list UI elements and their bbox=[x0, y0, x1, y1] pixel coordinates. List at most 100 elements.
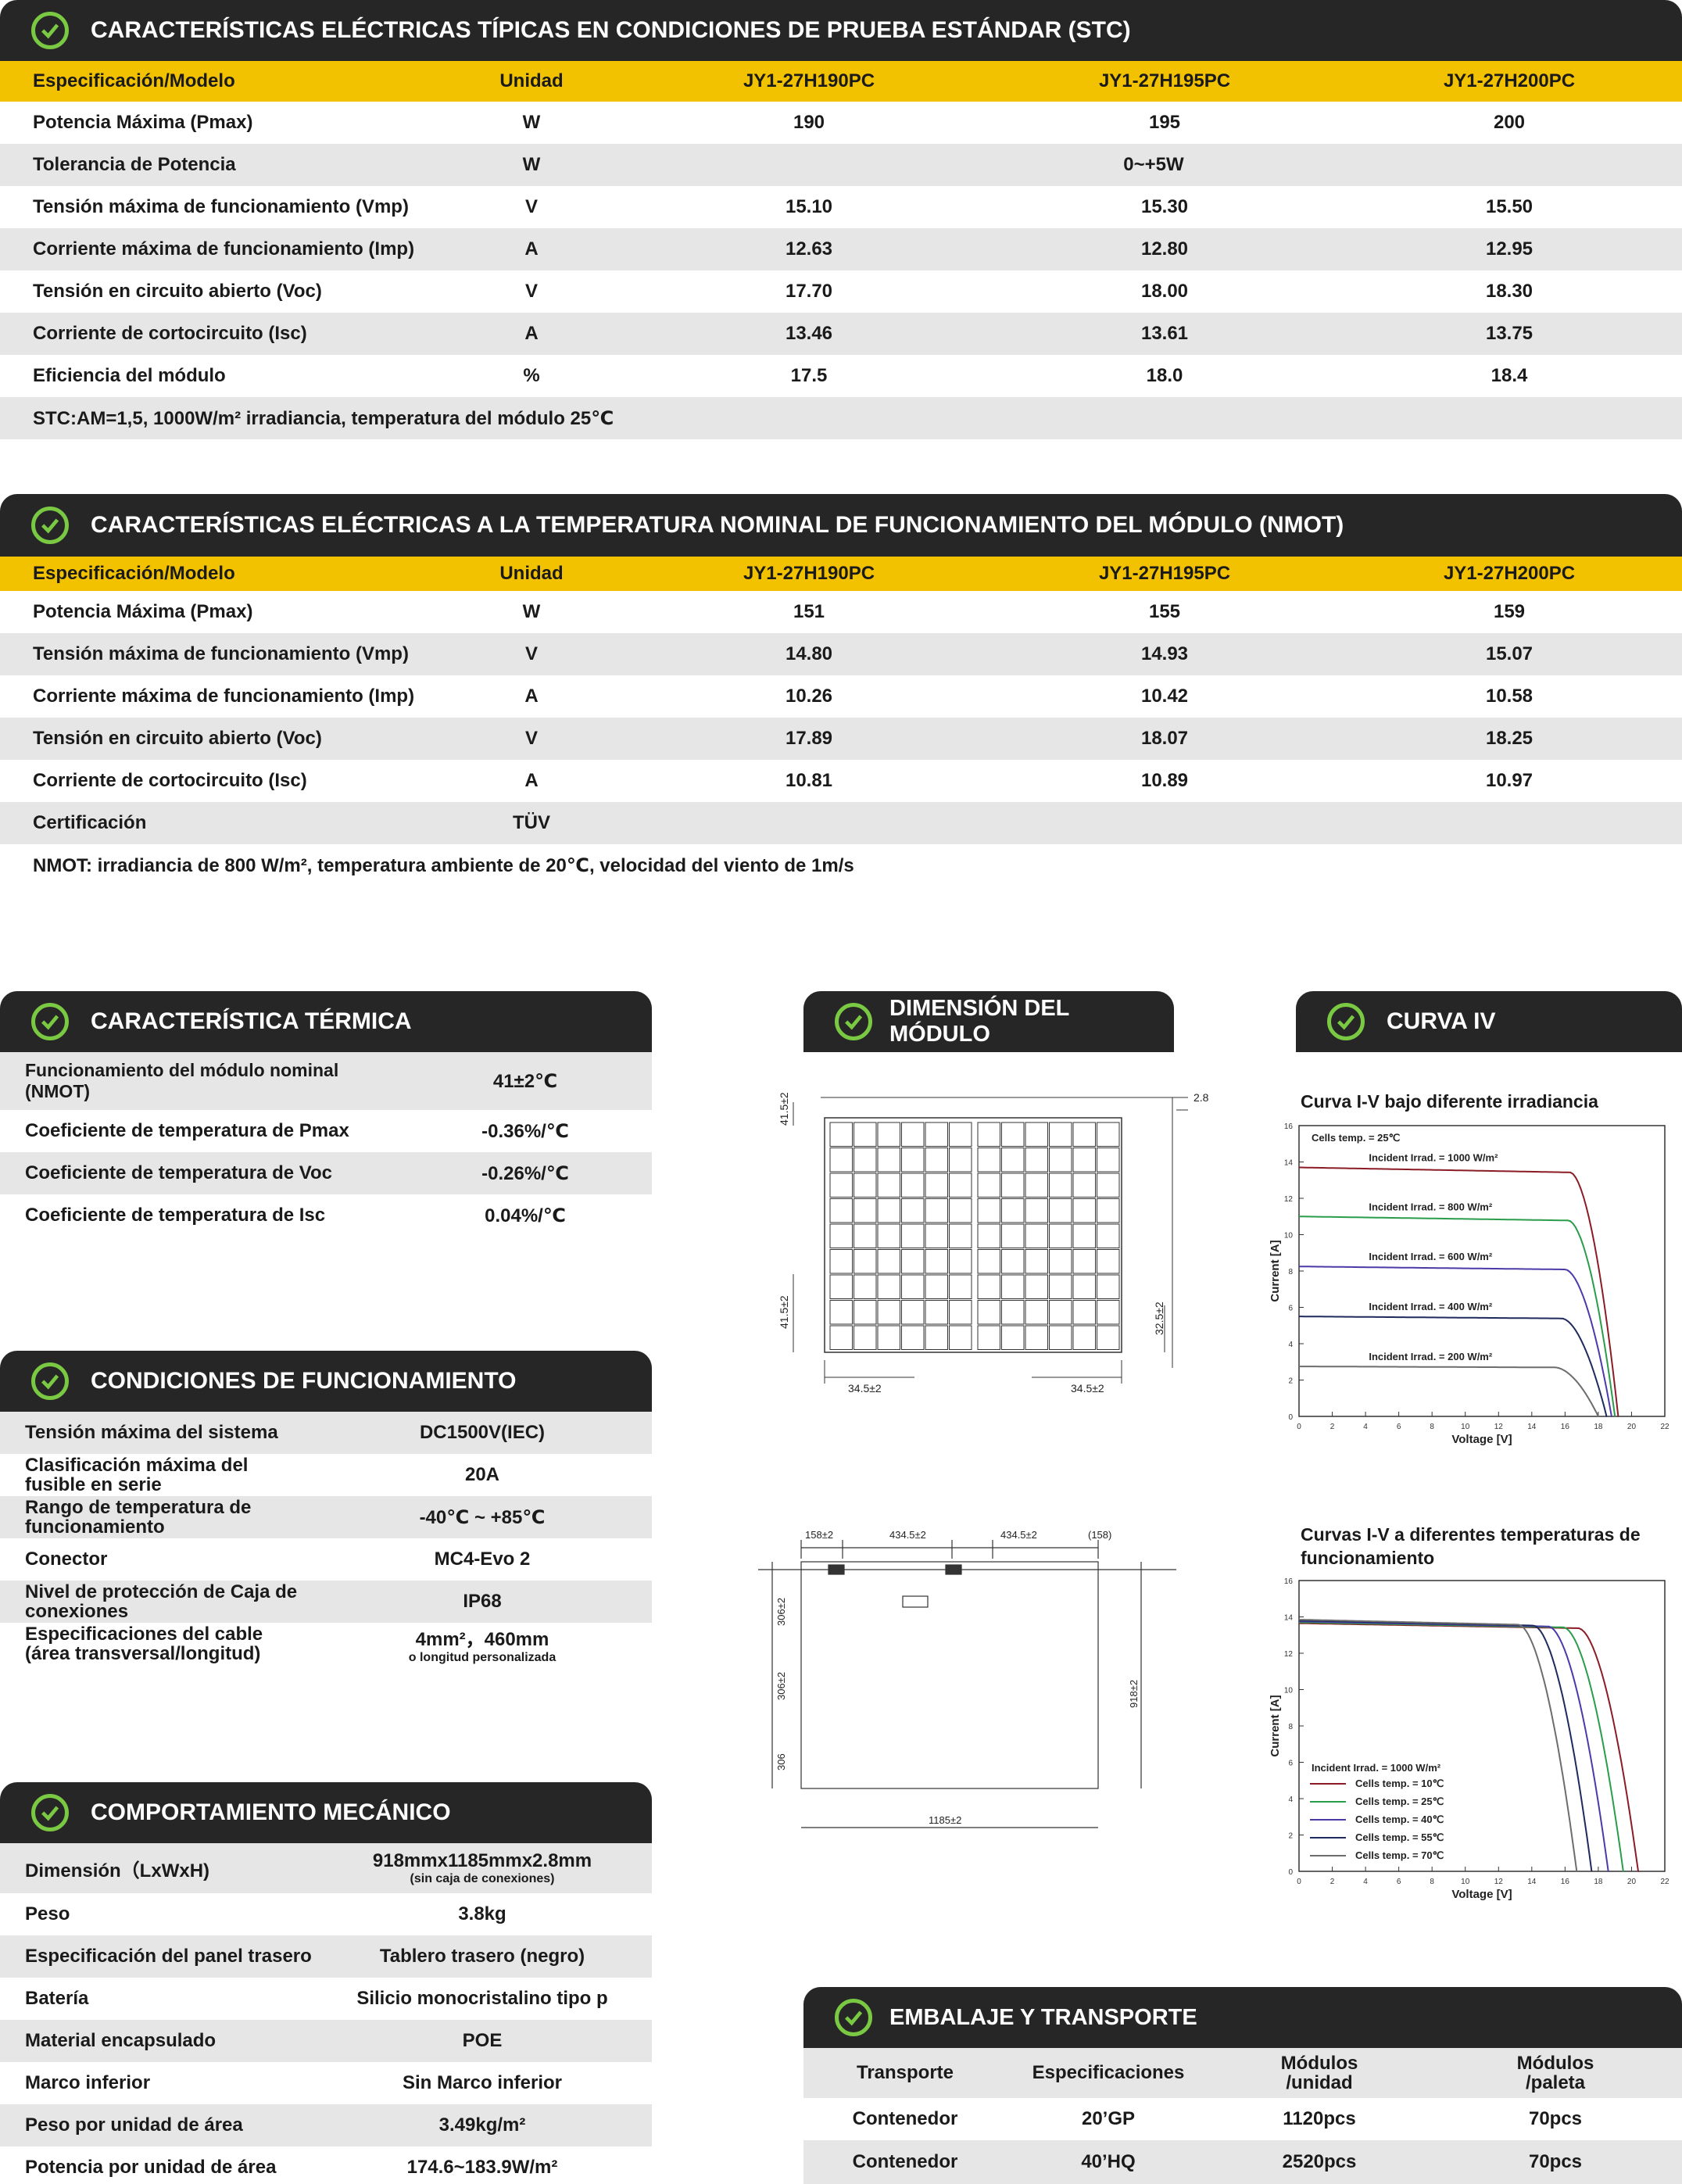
y-tick-label: 8 bbox=[1288, 1268, 1293, 1276]
solar-cell bbox=[925, 1223, 948, 1248]
solar-cell bbox=[1097, 1122, 1120, 1147]
solar-cell bbox=[1072, 1300, 1096, 1325]
solar-cell bbox=[901, 1300, 925, 1325]
x-tick-label: 20 bbox=[1627, 1423, 1637, 1431]
solar-cell bbox=[1049, 1325, 1072, 1350]
table-row: Coeficiente de temperatura de Pmax -0.36%… bbox=[0, 1110, 652, 1152]
solar-cell bbox=[901, 1223, 925, 1248]
x-axis-label: Voltage [V] bbox=[1451, 1433, 1512, 1446]
solar-cell bbox=[925, 1300, 948, 1325]
dim-back-a: 158±2 bbox=[805, 1529, 833, 1541]
solar-cell bbox=[1072, 1122, 1096, 1147]
operating-header: CONDICIONES DE FUNCIONAMIENTO bbox=[0, 1351, 652, 1412]
solar-cell bbox=[854, 1325, 877, 1350]
solar-cell bbox=[877, 1300, 900, 1325]
table-row: Corriente máxima de funcionamiento (Imp)… bbox=[0, 675, 1682, 718]
dim-left-gap: 34.5±2 bbox=[848, 1382, 882, 1395]
stc-title: CARACTERÍSTICAS ELÉCTRICAS TÍPICAS EN CO… bbox=[91, 17, 1131, 43]
solar-cell bbox=[901, 1249, 925, 1274]
y-tick-label: 12 bbox=[1284, 1195, 1294, 1204]
dim-back-c: 434.5±2 bbox=[1000, 1529, 1037, 1541]
stc-h3: JY1-27H195PC bbox=[993, 61, 1337, 102]
solar-cell bbox=[877, 1249, 900, 1274]
table-row: Contenedor 20’GP 1120pcs 70pcs bbox=[803, 2098, 1682, 2140]
solar-cell bbox=[1001, 1274, 1025, 1299]
solar-cell bbox=[949, 1223, 972, 1248]
iv-header: CURVA IV bbox=[1296, 991, 1682, 1052]
series-label: Incident Irrad. = 600 W/m² bbox=[1369, 1251, 1493, 1262]
table-row: Tensión máxima de funcionamiento (Vmp) V … bbox=[0, 186, 1682, 228]
solar-cell bbox=[829, 1147, 853, 1173]
table-row: Potencia Máxima (Pmax) W 151 155 159 bbox=[0, 591, 1682, 633]
dim-back-w: 1185±2 bbox=[929, 1814, 961, 1826]
solar-cell bbox=[854, 1173, 877, 1198]
solar-cell bbox=[1001, 1249, 1025, 1274]
solar-cell bbox=[949, 1274, 972, 1299]
solar-cell bbox=[1025, 1274, 1048, 1299]
solar-cell bbox=[1049, 1249, 1072, 1274]
solar-cell bbox=[1049, 1173, 1072, 1198]
table-row: Potencia Máxima (Pmax) W 190 195 200 bbox=[0, 102, 1682, 144]
packaging-table: Transporte Especificaciones Módulos /uni… bbox=[803, 2048, 1682, 2184]
packaging-title: EMBALAJE Y TRANSPORTE bbox=[889, 2004, 1197, 2030]
table-row: Peso 3.8kg bbox=[0, 1893, 652, 1935]
solar-cell bbox=[1049, 1122, 1072, 1147]
solar-cell bbox=[925, 1122, 948, 1147]
x-tick-label: 22 bbox=[1660, 1423, 1669, 1431]
nmot-header: CARACTERÍSTICAS ELÉCTRICAS A LA TEMPERAT… bbox=[0, 494, 1682, 557]
solar-cell bbox=[1001, 1325, 1025, 1350]
solar-cell bbox=[977, 1300, 1000, 1325]
solar-cell bbox=[1025, 1325, 1048, 1350]
table-row: Potencia por unidad de área 174.6~183.9W/… bbox=[0, 2146, 652, 2184]
solar-cell bbox=[977, 1223, 1000, 1248]
table-row: Corriente máxima de funcionamiento (Imp)… bbox=[0, 228, 1682, 270]
solar-cell bbox=[949, 1147, 972, 1173]
table-row: Tolerancia de Potencia W 0~+5W bbox=[0, 144, 1682, 186]
solar-cell bbox=[877, 1274, 900, 1299]
legend-label: Cells temp. = 70℃ bbox=[1355, 1849, 1444, 1861]
solar-cell bbox=[829, 1274, 853, 1299]
solar-cell bbox=[829, 1122, 853, 1147]
plot-area bbox=[1298, 1125, 1666, 1417]
thermal-table: Funcionamiento del módulo nominal (NMOT)… bbox=[0, 1052, 652, 1237]
solar-cell bbox=[1001, 1198, 1025, 1223]
solar-cell bbox=[949, 1173, 972, 1198]
cable-value: 4mm²，460mm bbox=[415, 1628, 549, 1650]
solar-cell bbox=[1097, 1274, 1120, 1299]
nmot-h4: JY1-27H200PC bbox=[1337, 557, 1682, 591]
solar-cell bbox=[829, 1173, 853, 1198]
checkmark-icon bbox=[31, 1362, 69, 1400]
solar-cell bbox=[1097, 1325, 1120, 1350]
dimension-title: DIMENSIÓN DEL MÓDULO bbox=[889, 996, 1069, 1047]
solar-cell bbox=[925, 1249, 948, 1274]
solar-cell bbox=[877, 1173, 900, 1198]
table-row: Tensión en circuito abierto (Voc) V 17.89… bbox=[0, 718, 1682, 760]
cable-sub: o longitud personalizada bbox=[408, 1650, 556, 1664]
checkmark-icon bbox=[835, 1999, 872, 2036]
module-front-drawing: 2.8 41.5±2 41.5±2 32.5±2 34.5±2 34.5±2 bbox=[778, 1091, 1209, 1395]
nmot-h0: Especificación/Modelo bbox=[0, 557, 438, 591]
stc-table: Especificación/Modelo Unidad JY1-27H190P… bbox=[0, 61, 1682, 439]
dim-thickness: 2.8 bbox=[1194, 1091, 1209, 1104]
series-label: Incident Irrad. = 200 W/m² bbox=[1369, 1351, 1493, 1362]
stc-h2: JY1-27H190PC bbox=[625, 61, 993, 102]
table-row: Coeficiente de temperatura de Voc -0.26%/… bbox=[0, 1152, 652, 1194]
chart2-title: Curvas I-V a diferentes temperaturas de … bbox=[1301, 1524, 1641, 1568]
solar-cell bbox=[1097, 1173, 1120, 1198]
solar-cell bbox=[1001, 1300, 1025, 1325]
table-row: Clasificación máxima del fusible en seri… bbox=[0, 1454, 652, 1496]
solar-cell bbox=[854, 1198, 877, 1223]
table-row: Nivel de protección de Caja de conexione… bbox=[0, 1581, 652, 1623]
solar-cell bbox=[1049, 1274, 1072, 1299]
y-tick-label: 6 bbox=[1288, 1760, 1293, 1768]
nmot-h3: JY1-27H195PC bbox=[993, 557, 1337, 591]
dim-back-f: 306±2 bbox=[775, 1672, 787, 1700]
solar-cell bbox=[1025, 1223, 1048, 1248]
series-label: Incident Irrad. = 400 W/m² bbox=[1369, 1301, 1493, 1312]
solar-cell bbox=[1097, 1300, 1120, 1325]
solar-cell bbox=[1049, 1223, 1072, 1248]
legend-label: Cells temp. = 10℃ bbox=[1355, 1778, 1444, 1789]
nmot-table: Especificación/Modelo Unidad JY1-27H190P… bbox=[0, 557, 1682, 886]
solar-cell bbox=[829, 1223, 853, 1248]
table-row: Coeficiente de temperatura de Isc 0.04%/℃ bbox=[0, 1194, 652, 1237]
